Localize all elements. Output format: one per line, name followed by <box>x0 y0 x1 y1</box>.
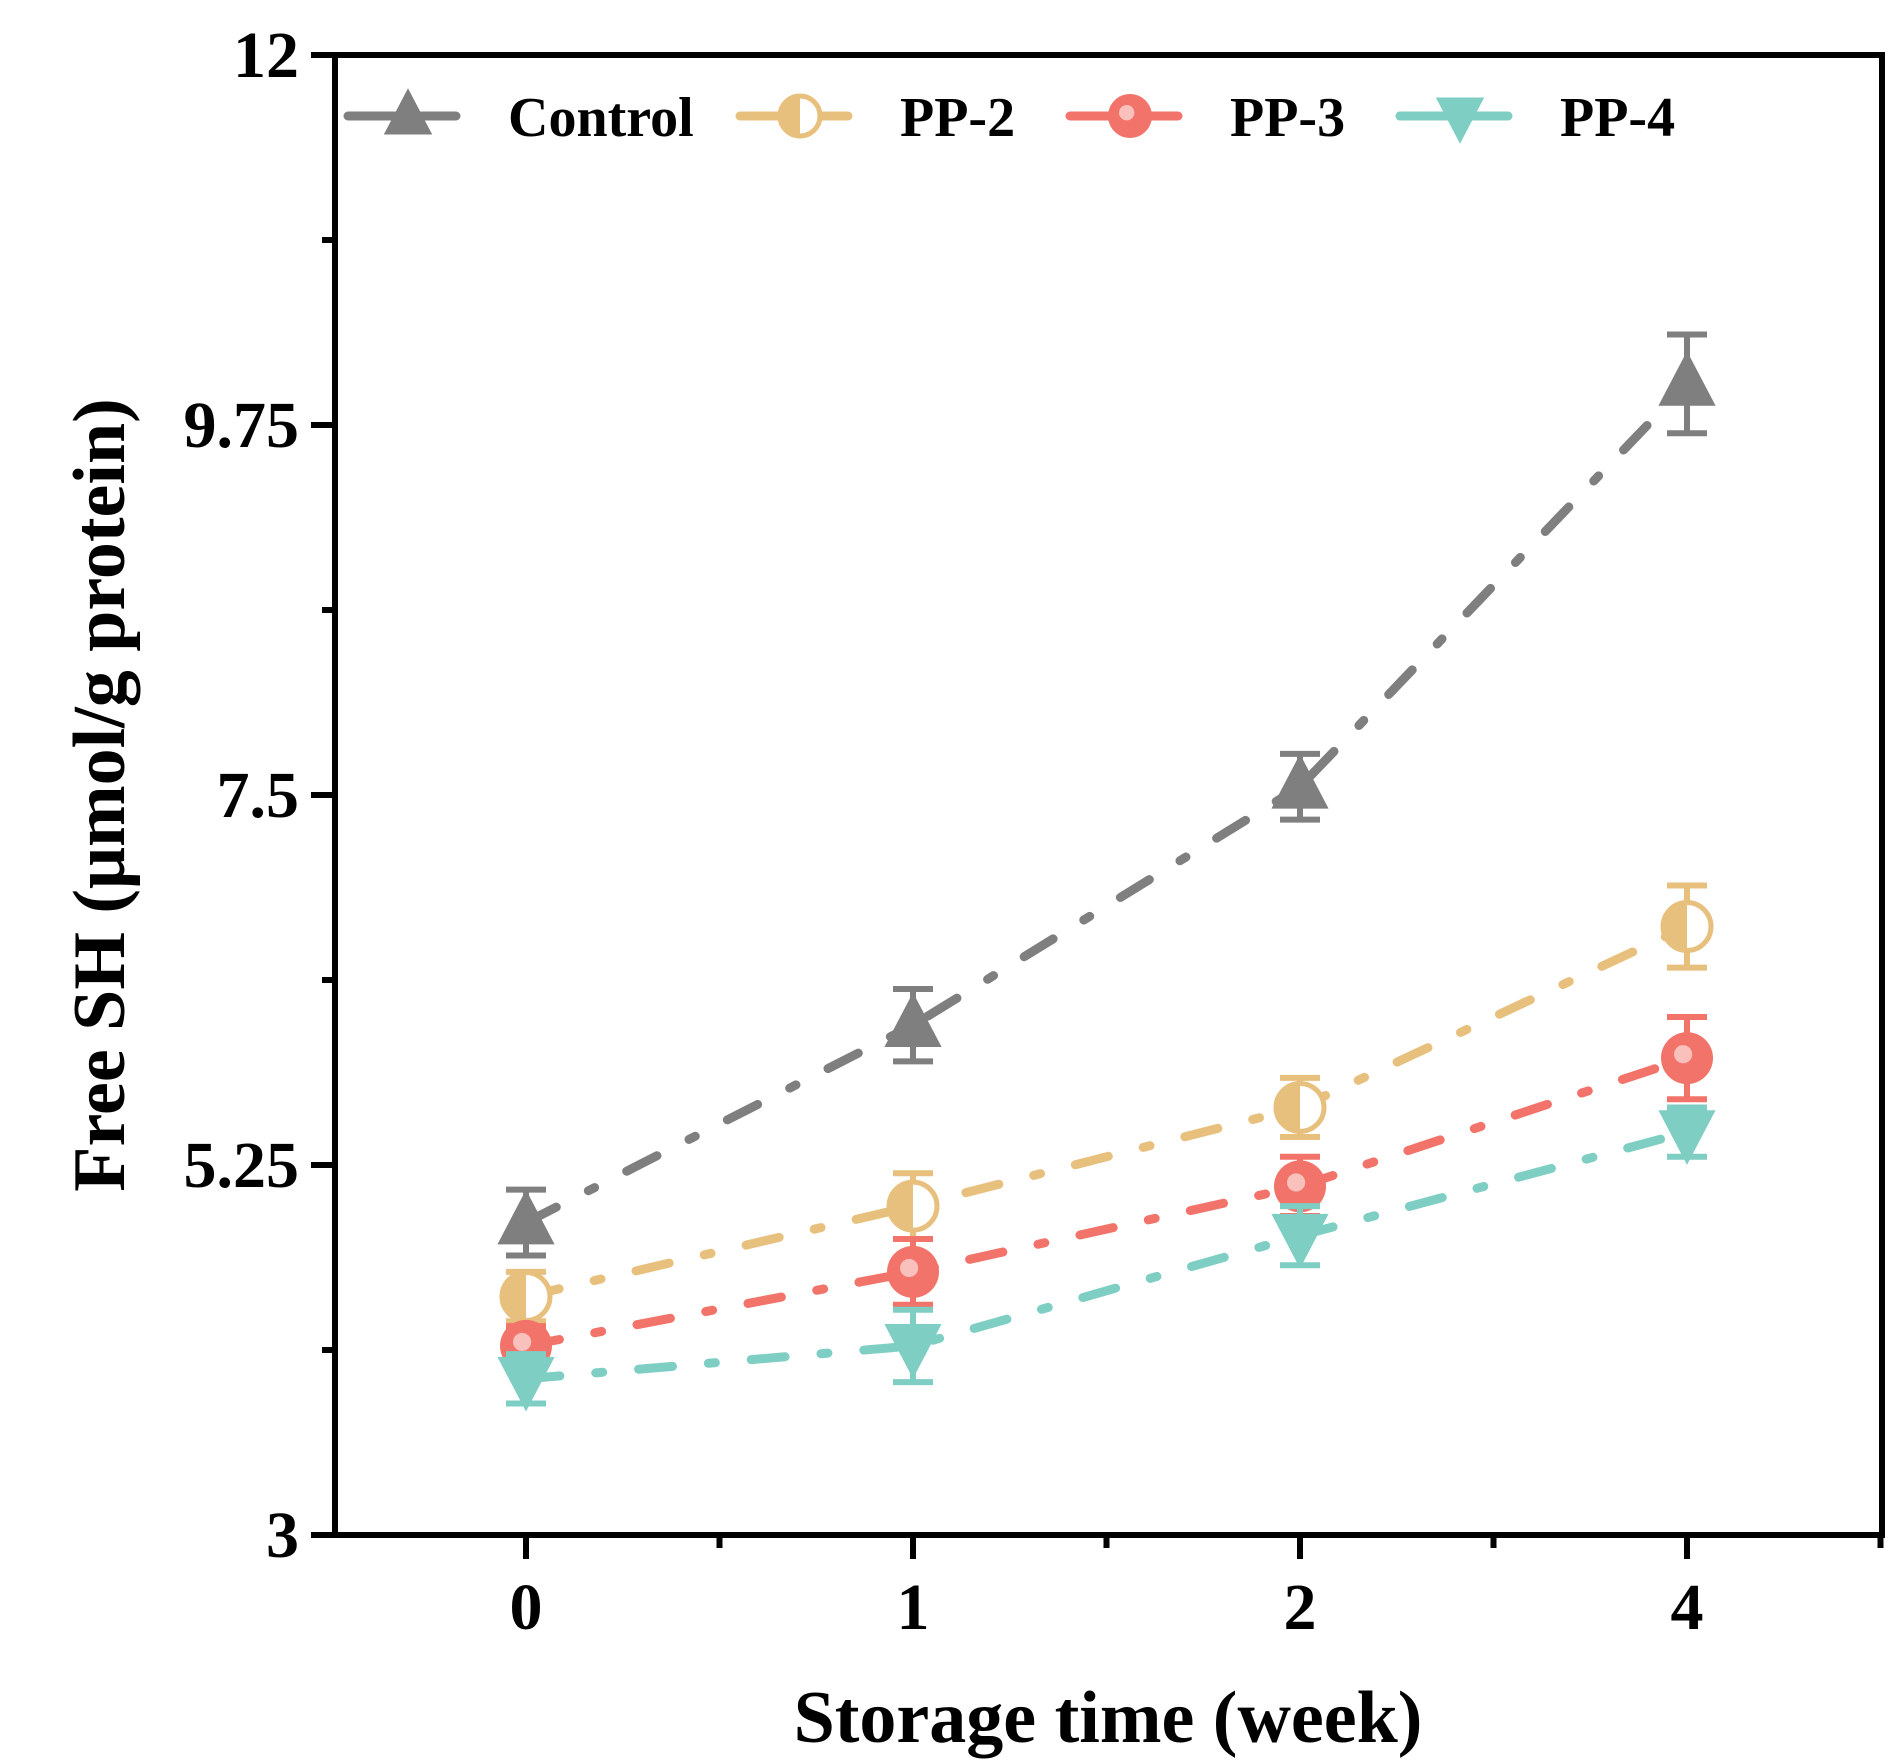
marker-highlight <box>900 1258 919 1278</box>
marker-fill <box>780 96 800 136</box>
legend: Control PP-2 PP-3 PP-4 <box>343 87 1675 149</box>
data-point <box>497 1189 555 1245</box>
data-point <box>886 1179 940 1233</box>
data-point <box>1271 754 1329 809</box>
legend-item-pp-4: PP-4 <box>1395 87 1675 149</box>
x-axis: 0 1 2 4 <box>510 1535 1884 1644</box>
data-point <box>1660 900 1714 954</box>
series-line <box>521 379 1692 1228</box>
legend-marker <box>383 88 433 135</box>
x-tick-label: 2 <box>1284 1571 1317 1644</box>
legend-item-pp-3: PP-3 <box>1065 87 1345 149</box>
data-point <box>887 1245 939 1298</box>
legend-marker <box>777 93 823 139</box>
data-point <box>1274 1160 1326 1213</box>
y-axis-title: Free SH (μmol/g protein) <box>59 398 141 1191</box>
data-point <box>1658 1110 1716 1165</box>
x-tick-label: 0 <box>510 1571 543 1644</box>
legend-item-pp-2: PP-2 <box>735 87 1015 149</box>
marker-fill <box>1663 902 1687 951</box>
series-control <box>497 331 1716 1259</box>
data-point <box>1273 1080 1327 1134</box>
series-pp-3 <box>500 1014 1713 1372</box>
x-tick-label: 4 <box>1671 1571 1704 1644</box>
data-point <box>499 1270 553 1324</box>
legend-marker <box>1108 94 1152 138</box>
x-axis-title: Storage time (week) <box>794 1677 1423 1759</box>
marker-highlight <box>1119 105 1135 121</box>
legend-item-control: Control <box>343 87 694 149</box>
data-point <box>1658 351 1716 406</box>
legend-label: Control <box>508 87 694 149</box>
legend-label: PP-2 <box>900 87 1015 149</box>
plot-area <box>332 52 1885 1538</box>
marker-fill <box>889 1182 913 1231</box>
marker-fill <box>1276 1083 1300 1132</box>
data-point <box>884 992 942 1048</box>
y-tick-label: 5.25 <box>184 1129 300 1202</box>
series-pp-2 <box>499 882 1714 1325</box>
data-point <box>884 1324 942 1379</box>
legend-label: PP-3 <box>1230 87 1345 149</box>
y-axis: 3 5.25 7.5 9.75 12 <box>184 19 335 1572</box>
legend-marker <box>1435 97 1485 144</box>
series-pp-4 <box>497 1104 1716 1412</box>
legend-label: PP-4 <box>1560 87 1675 149</box>
y-tick-label: 9.75 <box>184 389 300 462</box>
y-tick-label: 12 <box>233 19 299 92</box>
series-line <box>521 922 1692 1302</box>
x-tick-label: 1 <box>897 1571 930 1644</box>
marker-highlight <box>513 1332 532 1352</box>
series-line <box>521 1053 1692 1351</box>
series-line <box>521 1127 1692 1384</box>
y-tick-label: 7.5 <box>217 759 300 832</box>
data-point <box>1661 1032 1713 1085</box>
marker-highlight <box>1674 1045 1693 1064</box>
marker-fill <box>502 1272 526 1321</box>
series-layer <box>497 331 1716 1412</box>
marker-highlight <box>1287 1173 1306 1192</box>
data-point <box>497 1356 555 1412</box>
data-point <box>1271 1213 1329 1269</box>
y-tick-label: 3 <box>266 1499 299 1572</box>
